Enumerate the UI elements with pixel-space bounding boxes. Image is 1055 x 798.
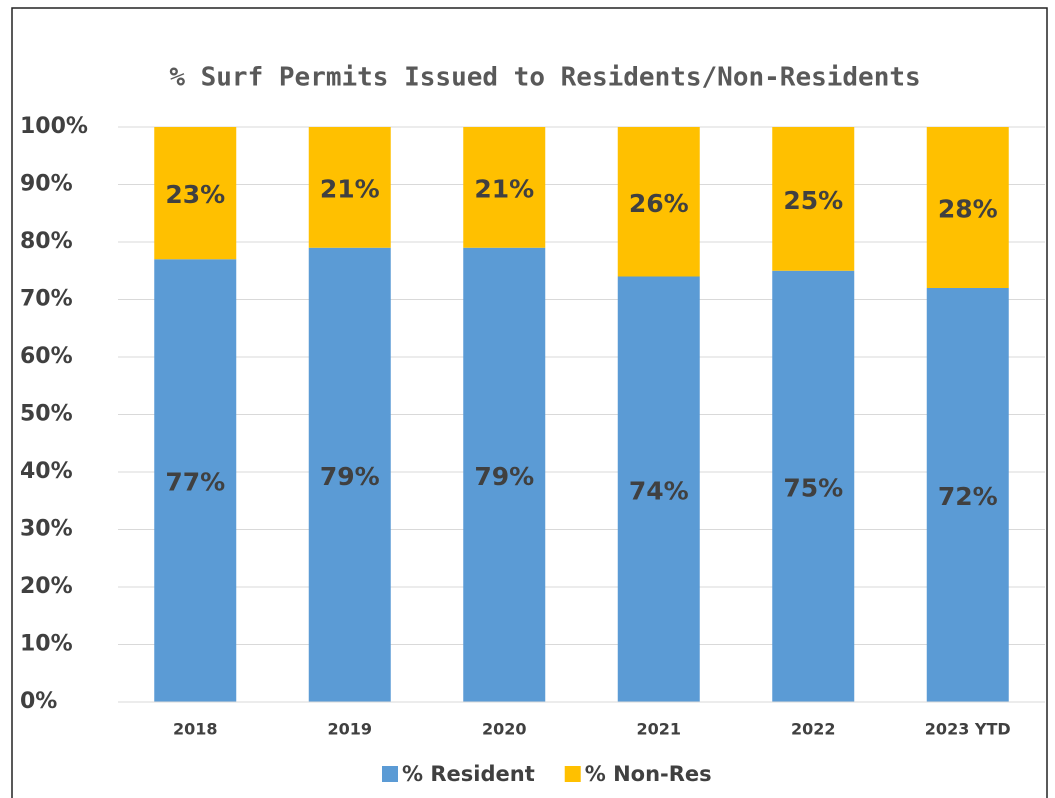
bar-segment	[772, 270, 855, 702]
y-tick-label: 100%	[20, 114, 88, 139]
data-label: 74%	[629, 476, 689, 505]
y-tick-label: 80%	[20, 229, 73, 254]
x-tick-label: 2021	[636, 720, 681, 739]
y-tick-label: 50%	[20, 402, 73, 427]
bar-segment	[772, 127, 855, 271]
data-label: 21%	[320, 174, 380, 203]
data-label: 26%	[629, 189, 689, 218]
y-tick-label: 20%	[20, 574, 73, 599]
y-tick-label: 0%	[20, 689, 57, 714]
data-label: 77%	[165, 468, 225, 497]
x-tick-label: 2022	[791, 720, 836, 739]
x-tick-label: 2019	[327, 720, 372, 739]
bar-segment	[926, 288, 1009, 702]
legend-label: % Resident	[402, 762, 535, 786]
y-tick-label: 60%	[20, 344, 73, 369]
data-label: 25%	[783, 186, 843, 215]
bar-segment	[617, 127, 700, 277]
y-tick-label: 30%	[20, 517, 73, 542]
data-label: 23%	[165, 180, 225, 209]
bar-segment	[463, 247, 546, 702]
chart-title: % Surf Permits Issued to Residents/Non-R…	[169, 63, 920, 93]
bar-segment	[308, 247, 391, 702]
y-tick-label: 40%	[20, 459, 73, 484]
data-label: 72%	[938, 482, 998, 511]
bar-segment	[154, 259, 237, 702]
bar-segment	[463, 127, 546, 248]
data-label: 21%	[474, 174, 534, 203]
legend-label: % Non-Res	[585, 762, 712, 786]
data-label: 28%	[938, 195, 998, 224]
data-label: 79%	[474, 462, 534, 491]
y-tick-label: 10%	[20, 632, 73, 657]
y-tick-label: 90%	[20, 172, 73, 197]
legend-swatch	[382, 766, 398, 782]
y-tick-label: 70%	[20, 287, 73, 312]
x-tick-label: 2023 YTD	[925, 720, 1011, 739]
bar-segment	[154, 127, 237, 260]
x-tick-label: 2018	[173, 720, 218, 739]
bar-segment	[308, 127, 391, 248]
data-label: 79%	[320, 462, 380, 491]
bar-segment	[617, 276, 700, 702]
bar-segment	[926, 127, 1009, 288]
legend-swatch	[564, 766, 581, 782]
x-tick-label: 2020	[482, 720, 527, 739]
data-label: 75%	[783, 473, 843, 502]
